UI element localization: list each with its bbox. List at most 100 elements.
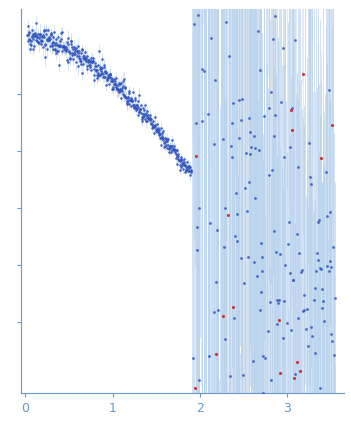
Point (238, 254, 244, 261)
Point (179, 156, 185, 163)
Point (301, 70, 306, 77)
Point (153, 114, 158, 121)
Point (29, 33, 35, 40)
Point (44, 31, 49, 38)
Point (51, 28, 57, 35)
Point (54, 47, 60, 54)
Point (151, 118, 156, 125)
Point (59, 48, 65, 55)
Point (170, 145, 176, 152)
Point (180, 159, 185, 166)
Point (156, 129, 162, 136)
Point (193, 153, 199, 160)
Point (319, 266, 324, 273)
Point (145, 117, 150, 124)
Point (85, 59, 91, 66)
Point (109, 85, 114, 92)
Point (137, 106, 143, 113)
Point (67, 55, 72, 62)
Point (148, 120, 154, 127)
Point (169, 137, 174, 144)
Point (310, 406, 316, 413)
Point (86, 56, 92, 63)
Point (124, 99, 130, 106)
Point (46, 34, 52, 41)
Point (82, 55, 88, 62)
Point (141, 112, 147, 119)
Point (38, 38, 44, 45)
Point (26, 30, 32, 37)
Point (145, 114, 151, 121)
Point (62, 46, 67, 53)
Point (172, 149, 178, 156)
Point (311, 296, 317, 303)
Point (268, 88, 273, 95)
Point (73, 59, 79, 66)
Point (188, 167, 193, 174)
Point (178, 166, 183, 173)
Point (288, 326, 294, 333)
Point (155, 128, 161, 135)
Point (48, 29, 53, 36)
Point (146, 116, 152, 123)
Point (101, 73, 107, 80)
Point (93, 67, 98, 74)
Point (71, 49, 77, 56)
Point (297, 250, 302, 257)
Point (31, 33, 37, 40)
Point (85, 52, 90, 59)
Point (139, 115, 144, 122)
Point (42, 40, 47, 47)
Point (309, 332, 314, 339)
Point (281, 298, 287, 305)
Point (101, 63, 106, 70)
Point (152, 121, 158, 128)
Point (306, 139, 311, 146)
Point (282, 153, 287, 160)
Point (322, 435, 328, 437)
Point (97, 48, 102, 55)
Point (28, 42, 34, 49)
Point (174, 152, 180, 159)
Point (262, 354, 268, 361)
Point (115, 82, 121, 89)
Point (191, 21, 197, 28)
Point (114, 86, 119, 93)
Point (164, 135, 170, 142)
Point (154, 128, 160, 135)
Point (112, 80, 118, 87)
Point (87, 62, 92, 69)
Point (329, 121, 335, 128)
Point (317, 216, 322, 223)
Point (47, 36, 52, 43)
Point (61, 42, 67, 49)
Point (71, 56, 76, 63)
Point (105, 74, 110, 81)
Point (222, 204, 228, 211)
Point (66, 47, 72, 54)
Point (136, 109, 142, 116)
Point (229, 153, 234, 160)
Point (322, 317, 327, 324)
Point (40, 43, 46, 50)
Point (314, 406, 320, 413)
Point (285, 241, 291, 248)
Point (59, 29, 65, 36)
Point (266, 104, 271, 111)
Point (68, 37, 74, 44)
Point (183, 168, 188, 175)
Point (220, 312, 226, 319)
Point (190, 354, 196, 361)
Point (95, 72, 100, 79)
Point (137, 106, 143, 113)
Point (62, 44, 68, 51)
Point (134, 106, 140, 113)
Point (98, 72, 103, 79)
Point (81, 55, 87, 62)
Point (187, 164, 193, 171)
Point (113, 84, 119, 91)
Point (70, 45, 76, 52)
Point (68, 37, 73, 44)
Point (86, 62, 92, 69)
Point (142, 107, 147, 114)
